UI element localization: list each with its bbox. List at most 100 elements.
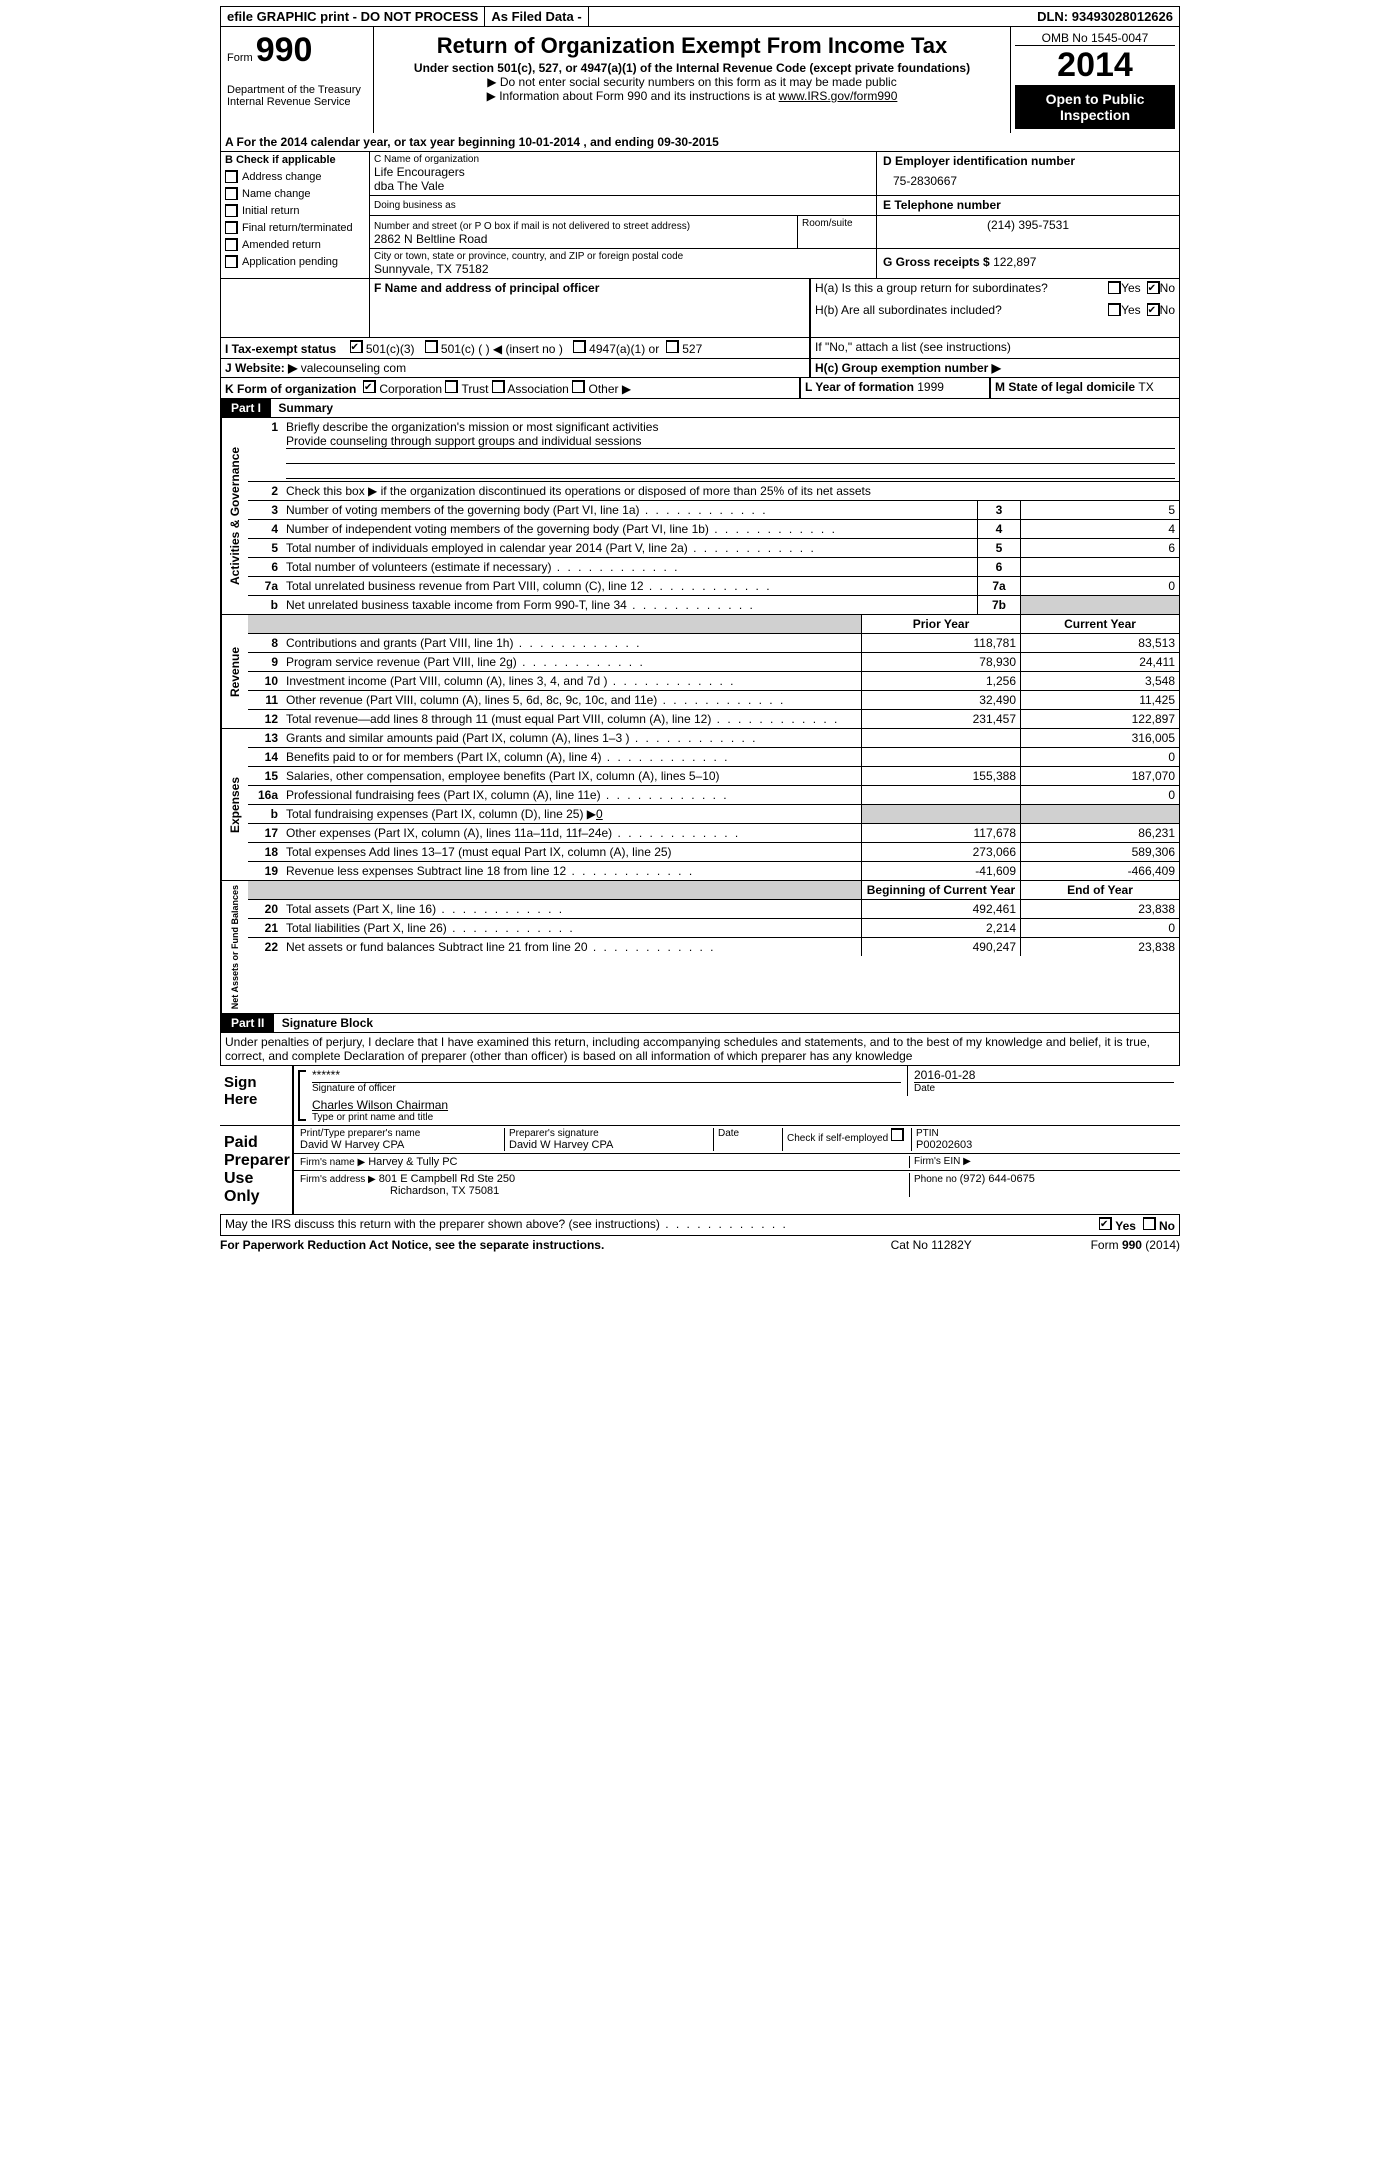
ln6: 6: [248, 558, 282, 577]
ecy13: 316,005: [1021, 729, 1180, 748]
discuss-yes[interactable]: [1099, 1217, 1112, 1230]
et16a: Professional fundraising fees (Part IX, …: [286, 788, 729, 802]
room-label: Room/suite: [797, 216, 876, 248]
f-label: F Name and address of principal officer: [374, 281, 805, 295]
ecy17: 86,231: [1021, 824, 1180, 843]
form-number: 990: [256, 31, 313, 69]
vlabel-net: Net Assets or Fund Balances: [221, 881, 248, 1013]
form-label: Form: [227, 52, 253, 64]
en13: 13: [248, 729, 282, 748]
irs-link[interactable]: www.IRS.gov/form990: [779, 89, 898, 103]
discuss-no[interactable]: [1143, 1217, 1156, 1230]
epy15: 155,388: [862, 767, 1021, 786]
cb-527[interactable]: [666, 340, 679, 353]
epy17: 117,678: [862, 824, 1021, 843]
ptin-lbl: PTIN: [916, 1128, 1170, 1139]
lb7b: 7b: [978, 596, 1021, 615]
firm-addr2: Richardson, TX 75081: [300, 1185, 909, 1197]
sign-block: Sign Here ****** Signature of officer 20…: [220, 1066, 1180, 1126]
lt7a: Total unrelated business revenue from Pa…: [286, 579, 772, 593]
ecy19: -466,409: [1021, 862, 1180, 881]
ncy22: 23,838: [1021, 938, 1180, 957]
lv7a: 0: [1021, 577, 1180, 596]
rt11: Other revenue (Part VIII, column (A), li…: [286, 693, 785, 707]
sig-date-label: Date: [914, 1082, 1174, 1094]
b-hdr: B Check if applicable: [225, 154, 365, 166]
ha-label: H(a) Is this a group return for subordin…: [815, 281, 1108, 295]
part2-badge: Part II: [221, 1014, 274, 1032]
nn21: 21: [248, 919, 282, 938]
ln5: 5: [248, 539, 282, 558]
rt12: Total revenue—add lines 8 through 11 (mu…: [286, 712, 839, 726]
epy16b: [862, 805, 1021, 824]
opt-assoc: Association: [507, 382, 568, 396]
topbar: efile GRAPHIC print - DO NOT PROCESS As …: [220, 6, 1180, 27]
ln3: 3: [248, 501, 282, 520]
ha-no[interactable]: [1147, 281, 1160, 294]
cb-other[interactable]: [572, 380, 585, 393]
rpy10: 1,256: [862, 672, 1021, 691]
cb-corp[interactable]: [363, 380, 376, 393]
asfiled-label: As Filed Data -: [485, 7, 588, 26]
org-name: Life Encouragers: [374, 165, 872, 179]
dln-label: DLN:: [1037, 9, 1068, 24]
cb-initial[interactable]: [225, 204, 238, 217]
lv5: 6: [1021, 539, 1180, 558]
gov-table: 1 Briefly describe the organization's mi…: [248, 418, 1179, 614]
rev-block: Revenue Prior YearCurrent Year 8Contribu…: [220, 615, 1180, 729]
cb-4947[interactable]: [573, 340, 586, 353]
cb-self-emp[interactable]: [891, 1128, 904, 1141]
pt-sig: David W Harvey CPA: [509, 1139, 709, 1151]
ncy20: 23,838: [1021, 900, 1180, 919]
opt-4947: 4947(a)(1) or: [589, 342, 659, 356]
en16b: b: [248, 805, 282, 824]
pt-date-lbl: Date: [714, 1128, 783, 1151]
sig-stars: ******: [312, 1068, 901, 1082]
en18: 18: [248, 843, 282, 862]
cb-501c3[interactable]: [350, 340, 363, 353]
nn22: 22: [248, 938, 282, 957]
lt7b: Net unrelated business taxable income fr…: [286, 598, 755, 612]
hb-no[interactable]: [1147, 303, 1160, 316]
phone: (214) 395-7531: [876, 216, 1179, 248]
sign-label: Sign Here: [220, 1066, 294, 1125]
sig-date: 2016-01-28: [914, 1068, 1174, 1082]
lbl-address: Address change: [242, 171, 322, 183]
hb-yes[interactable]: [1108, 303, 1121, 316]
gov-block: Activities & Governance 1 Briefly descri…: [220, 418, 1180, 615]
col-by: Beginning of Current Year: [862, 881, 1021, 900]
gross-receipts: 122,897: [993, 255, 1036, 269]
efile-label: efile GRAPHIC print - DO NOT PROCESS: [221, 7, 485, 26]
cb-pending[interactable]: [225, 255, 238, 268]
cb-trust[interactable]: [445, 380, 458, 393]
ha-yes[interactable]: [1108, 281, 1121, 294]
ncy21: 0: [1021, 919, 1180, 938]
ecy15: 187,070: [1021, 767, 1180, 786]
cb-501c[interactable]: [425, 340, 438, 353]
g-label: G Gross receipts $: [883, 255, 990, 269]
l2: Check this box ▶ if the organization dis…: [282, 482, 1179, 501]
domicile: TX: [1138, 380, 1153, 394]
lv4: 4: [1021, 520, 1180, 539]
lbl-final: Final return/terminated: [242, 222, 353, 234]
line-a-mid: , and ending: [583, 135, 657, 149]
col-ey: End of Year: [1021, 881, 1180, 900]
cb-address[interactable]: [225, 170, 238, 183]
cb-assoc[interactable]: [492, 380, 505, 393]
prep-block: Paid Preparer Use Only Print/Type prepar…: [220, 1126, 1180, 1215]
rt9: Program service revenue (Part VIII, line…: [286, 655, 645, 669]
opt-other: Other ▶: [588, 382, 631, 396]
en19: 19: [248, 862, 282, 881]
l2-text: Check this box ▶ if the organization dis…: [286, 484, 871, 498]
epy13: [862, 729, 1021, 748]
city-label: City or town, state or province, country…: [374, 251, 872, 262]
cb-final[interactable]: [225, 221, 238, 234]
cb-name[interactable]: [225, 187, 238, 200]
officer-name: Charles Wilson Chairman: [312, 1098, 1174, 1112]
ein: 75-2830667: [883, 168, 1173, 188]
cb-amended[interactable]: [225, 238, 238, 251]
omb: OMB No 1545-0047: [1015, 31, 1175, 46]
note2-pre: ▶ Information about Form 990 and its ins…: [487, 89, 779, 103]
rn12: 12: [248, 710, 282, 729]
part2-title: Signature Block: [278, 1014, 377, 1032]
